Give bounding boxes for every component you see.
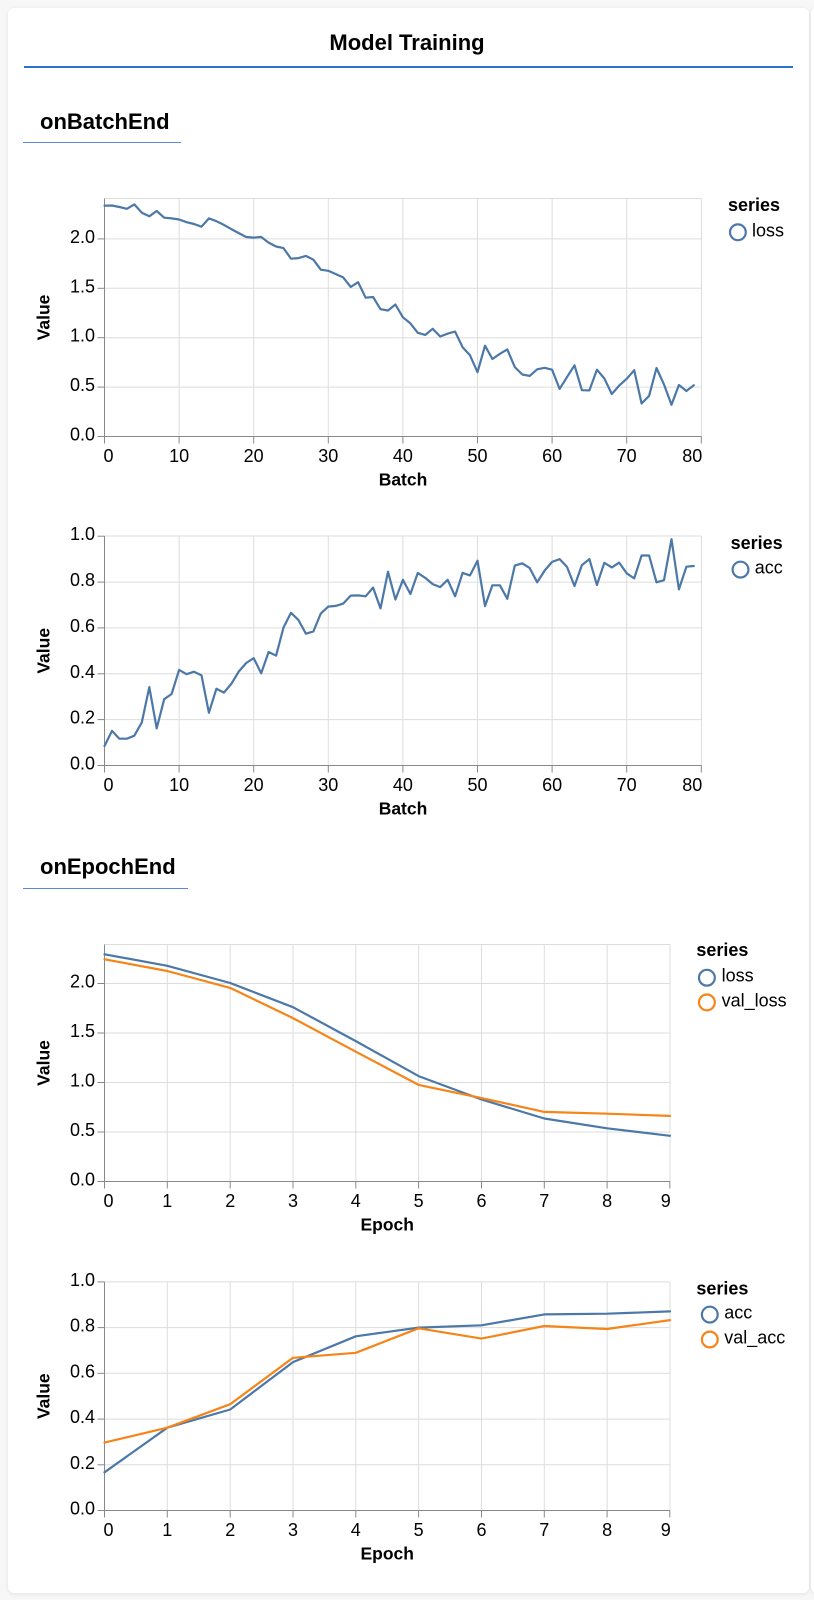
svg-text:Epoch: Epoch bbox=[360, 1544, 413, 1564]
svg-text:0.8: 0.8 bbox=[70, 570, 95, 590]
svg-text:1.0: 1.0 bbox=[70, 524, 95, 544]
svg-text:series: series bbox=[696, 1279, 748, 1299]
svg-text:7: 7 bbox=[539, 1520, 549, 1540]
svg-text:8: 8 bbox=[602, 1520, 612, 1540]
svg-text:4: 4 bbox=[351, 1520, 361, 1540]
svg-text:0: 0 bbox=[104, 446, 114, 466]
svg-text:0.4: 0.4 bbox=[70, 662, 95, 682]
svg-text:8: 8 bbox=[602, 1191, 612, 1211]
svg-text:1: 1 bbox=[162, 1520, 172, 1540]
svg-text:3: 3 bbox=[288, 1520, 298, 1540]
svg-text:val_acc: val_acc bbox=[724, 1328, 785, 1349]
svg-text:20: 20 bbox=[244, 446, 264, 466]
svg-text:9: 9 bbox=[661, 1191, 671, 1211]
svg-text:1.0: 1.0 bbox=[70, 1071, 95, 1091]
svg-text:2: 2 bbox=[225, 1520, 235, 1540]
svg-text:Value: Value bbox=[34, 1373, 54, 1419]
svg-text:50: 50 bbox=[467, 775, 487, 795]
svg-text:0.2: 0.2 bbox=[70, 708, 95, 728]
svg-text:0: 0 bbox=[104, 1191, 114, 1211]
svg-text:40: 40 bbox=[393, 775, 413, 795]
svg-text:2: 2 bbox=[225, 1191, 235, 1211]
svg-text:2.0: 2.0 bbox=[70, 972, 95, 992]
svg-text:10: 10 bbox=[169, 446, 189, 466]
svg-text:70: 70 bbox=[617, 775, 637, 795]
svg-text:Epoch: Epoch bbox=[360, 1215, 413, 1235]
svg-text:Value: Value bbox=[34, 1040, 54, 1086]
svg-text:1.5: 1.5 bbox=[70, 276, 95, 296]
svg-text:0.0: 0.0 bbox=[70, 1499, 95, 1519]
svg-text:30: 30 bbox=[318, 775, 338, 795]
svg-text:30: 30 bbox=[318, 446, 338, 466]
svg-text:3: 3 bbox=[288, 1191, 298, 1211]
svg-text:6: 6 bbox=[476, 1191, 486, 1211]
svg-text:20: 20 bbox=[244, 775, 264, 795]
svg-text:Batch: Batch bbox=[379, 799, 428, 819]
svg-text:40: 40 bbox=[393, 446, 413, 466]
svg-text:70: 70 bbox=[617, 446, 637, 466]
svg-text:0.6: 0.6 bbox=[70, 1361, 95, 1381]
svg-text:loss: loss bbox=[752, 220, 784, 240]
svg-text:series: series bbox=[696, 940, 748, 960]
svg-text:0.0: 0.0 bbox=[70, 425, 95, 445]
svg-text:1.0: 1.0 bbox=[70, 1270, 95, 1290]
svg-text:1.0: 1.0 bbox=[70, 326, 95, 346]
svg-text:loss: loss bbox=[722, 966, 754, 986]
svg-text:50: 50 bbox=[467, 446, 487, 466]
svg-text:series: series bbox=[728, 195, 780, 215]
svg-text:5: 5 bbox=[414, 1191, 424, 1211]
svg-text:10: 10 bbox=[169, 775, 189, 795]
svg-text:60: 60 bbox=[542, 446, 562, 466]
svg-text:4: 4 bbox=[351, 1191, 361, 1211]
svg-text:9: 9 bbox=[661, 1520, 671, 1540]
svg-text:0.5: 0.5 bbox=[70, 375, 95, 395]
svg-text:val_loss: val_loss bbox=[722, 990, 787, 1011]
svg-text:acc: acc bbox=[755, 558, 783, 578]
svg-text:Batch: Batch bbox=[379, 470, 428, 490]
svg-text:0.8: 0.8 bbox=[70, 1316, 95, 1336]
svg-text:7: 7 bbox=[539, 1191, 549, 1211]
svg-text:0: 0 bbox=[104, 775, 114, 795]
svg-text:0.2: 0.2 bbox=[70, 1453, 95, 1473]
svg-text:6: 6 bbox=[476, 1520, 486, 1540]
svg-text:series: series bbox=[731, 533, 783, 553]
svg-text:0.0: 0.0 bbox=[70, 754, 95, 774]
svg-text:0.6: 0.6 bbox=[70, 616, 95, 636]
svg-text:acc: acc bbox=[724, 1303, 752, 1323]
svg-text:Value: Value bbox=[34, 294, 54, 340]
svg-text:Value: Value bbox=[34, 628, 54, 674]
svg-text:1: 1 bbox=[162, 1191, 172, 1211]
svg-text:80: 80 bbox=[682, 775, 702, 795]
svg-text:60: 60 bbox=[542, 775, 562, 795]
svg-text:0: 0 bbox=[104, 1520, 114, 1540]
svg-text:80: 80 bbox=[682, 446, 702, 466]
svg-text:1.5: 1.5 bbox=[70, 1021, 95, 1041]
svg-text:5: 5 bbox=[414, 1520, 424, 1540]
svg-text:0.0: 0.0 bbox=[70, 1170, 95, 1190]
svg-text:2.0: 2.0 bbox=[70, 227, 95, 247]
svg-text:0.5: 0.5 bbox=[70, 1120, 95, 1140]
svg-text:0.4: 0.4 bbox=[70, 1407, 95, 1427]
